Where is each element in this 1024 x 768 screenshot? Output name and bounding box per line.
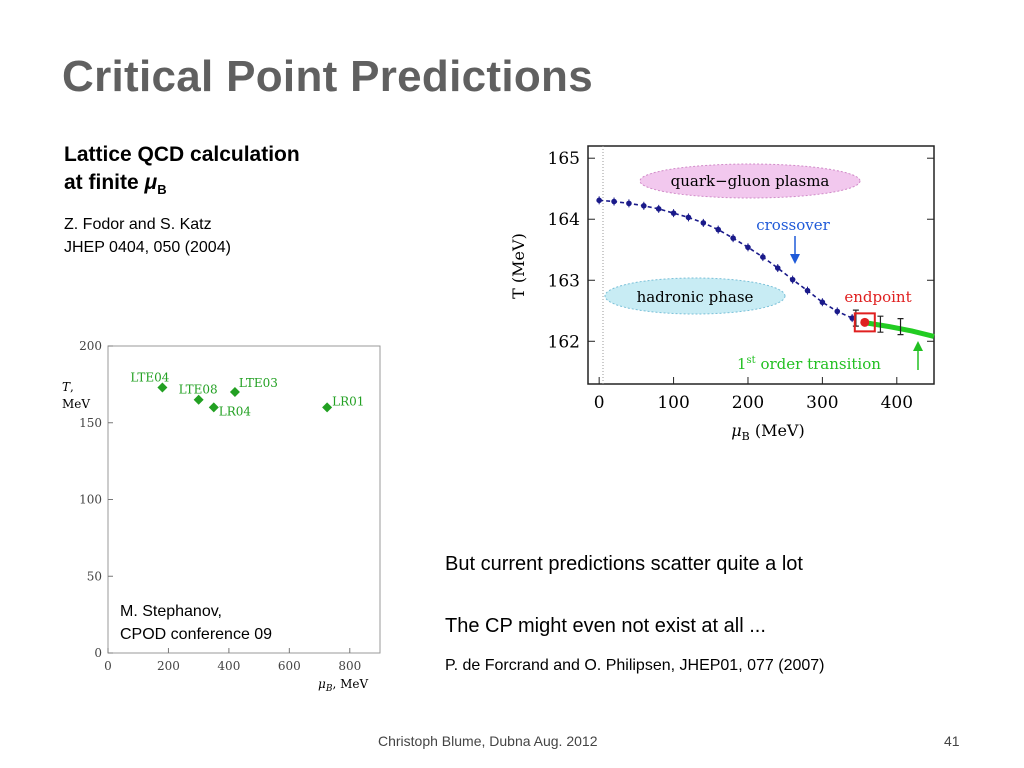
scatter-ytick-label: 0 — [94, 646, 102, 660]
phase-xtick-label: 0 — [594, 393, 605, 413]
stephanov-reference: M. Stephanov, CPOD conference 09 — [120, 600, 273, 646]
qgp-region — [639, 163, 861, 199]
phase-ytick-label: 162 — [548, 332, 580, 352]
first-order-superscript: st — [747, 355, 756, 366]
endpoint-errorbar — [877, 315, 884, 333]
scatter-point — [157, 382, 168, 393]
scatter-point — [193, 394, 204, 405]
first-order-text: order transition — [756, 355, 882, 373]
scatter-xtick-label: 600 — [278, 659, 301, 673]
hadronic-label: hadronic phase — [637, 288, 754, 306]
scatter-ytick-label: 50 — [87, 569, 102, 583]
bullet-cp-not-exist: The CP might even not exist at all ... — [445, 615, 766, 637]
phase-xtick-label: 100 — [657, 393, 689, 413]
phase-xtick-label: 400 — [881, 393, 913, 413]
forcrand-reference: P. de Forcrand and O. Philipsen, JHEP01,… — [445, 657, 825, 674]
crossover-label: crossover — [756, 216, 830, 234]
phase-diagram-chart: quark−gluon plasma hadronic phase 162 163… — [509, 145, 935, 443]
lattice-heading: Lattice QCD calculation at finite μB — [64, 141, 300, 204]
phase-ytick-label: 163 — [548, 271, 580, 291]
hadronic-region — [604, 277, 786, 315]
scatter-xtick-label: 0 — [104, 659, 112, 673]
endpoint-label: endpoint — [844, 288, 911, 306]
scatter-point-label: LR04 — [219, 404, 252, 418]
scatter-ytick-label: 100 — [79, 493, 102, 507]
lattice-heading-text: at finite — [64, 171, 145, 194]
scatter-xtick-label: 800 — [338, 659, 361, 673]
phase-xlabel: μB (MeV) — [731, 421, 804, 443]
phase-xtick-label: 300 — [806, 393, 838, 413]
lattice-heading-line2: at finite μB — [64, 169, 300, 204]
scatter-xlabel: μB, MeV — [318, 677, 368, 694]
mu-symbol: μ — [144, 171, 158, 194]
phase-ytick-label: 165 — [548, 149, 580, 169]
page-number: 41 — [944, 733, 960, 749]
first-order-arrow-icon — [913, 341, 923, 351]
fodor-katz-reference: Z. Fodor and S. Katz JHEP 0404, 050 (200… — [64, 213, 231, 259]
endpoint-box — [853, 312, 876, 333]
first-order-label: 1st order transition — [737, 355, 881, 373]
scatter-xtick-label: 200 — [157, 659, 180, 673]
slide-title: Critical Point Predictions — [62, 52, 594, 101]
bullet-scatter: But current predictions scatter quite a … — [445, 553, 803, 575]
first-order-number: 1 — [737, 355, 747, 373]
ref1-journal: JHEP 0404, 050 (2004) — [64, 239, 231, 256]
scatter-point-label: LTE08 — [179, 383, 218, 397]
endpoint-errorbar — [897, 318, 904, 336]
scatter-point-label: LR01 — [332, 394, 364, 408]
endpoint-marker — [860, 317, 870, 327]
scatter-point-label: LTE03 — [239, 376, 278, 390]
scatter-point — [229, 387, 240, 398]
phase-xtick-label: 200 — [732, 393, 764, 413]
scatter-ylabel: T, — [62, 380, 74, 394]
crossover-arrow-icon — [790, 254, 800, 264]
ref1-authors: Z. Fodor and S. Katz — [64, 216, 212, 233]
scatter-point — [322, 402, 333, 413]
scatter-point — [208, 402, 219, 413]
mu-subscript: B — [157, 182, 167, 198]
slide-footer: Christoph Blume, Dubna Aug. 2012 — [378, 733, 598, 749]
stephanov-name: M. Stephanov, — [120, 603, 222, 620]
scatter-ylabel-unit: MeV — [62, 397, 90, 411]
scatter-point-label: LTE04 — [130, 370, 169, 384]
qgp-label: quark−gluon plasma — [671, 172, 830, 190]
stephanov-conference: CPOD conference 09 — [120, 626, 273, 643]
scatter-ytick-label: 200 — [79, 339, 102, 353]
scatter-xtick-label: 400 — [217, 659, 240, 673]
phase-ytick-label: 164 — [548, 210, 580, 230]
phase-ylabel: T (MeV) — [509, 233, 528, 299]
scatter-ytick-label: 150 — [79, 416, 102, 430]
lattice-heading-line1: Lattice QCD calculation — [64, 143, 300, 166]
